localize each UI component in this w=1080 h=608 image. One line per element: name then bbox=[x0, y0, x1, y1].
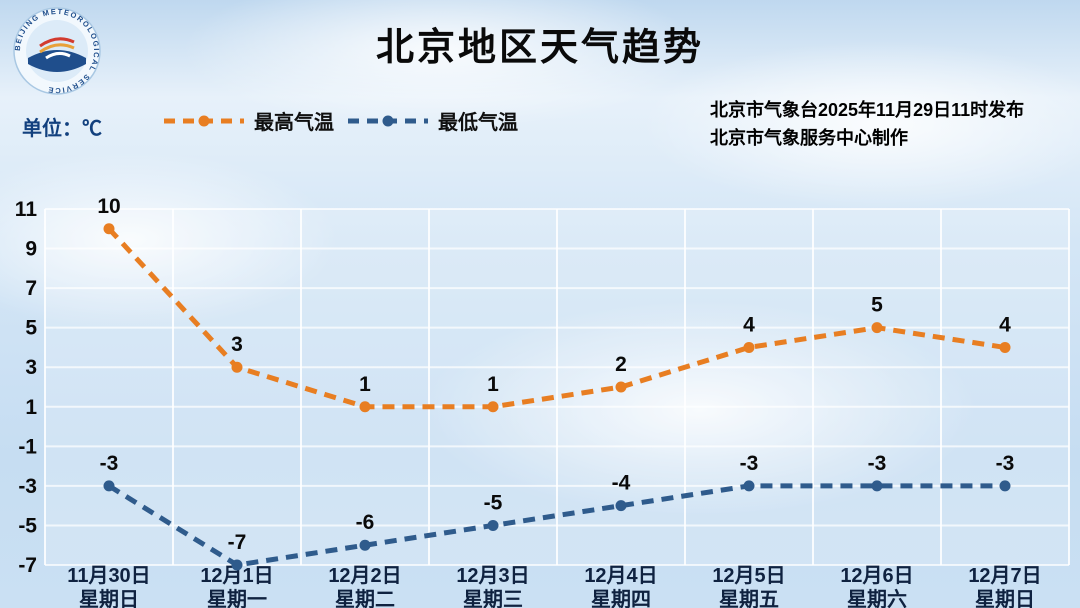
x-axis-date-label: 12月1日 bbox=[200, 565, 273, 587]
unit-label: 单位：℃ bbox=[22, 118, 102, 140]
data-point bbox=[999, 480, 1011, 492]
data-point bbox=[743, 480, 755, 492]
x-axis-weekday-label: 星期日 bbox=[975, 588, 1035, 608]
x-axis-weekday-label: 星期三 bbox=[463, 588, 523, 608]
data-point-label: -5 bbox=[484, 491, 503, 514]
x-axis-weekday-label: 星期二 bbox=[335, 588, 395, 608]
x-axis-date-label: 12月3日 bbox=[456, 565, 529, 587]
logo-arc-red bbox=[39, 37, 75, 48]
y-axis-tick-label: 5 bbox=[25, 317, 37, 340]
y-axis-tick-label: 3 bbox=[25, 356, 37, 379]
x-axis-date-label: 12月5日 bbox=[712, 565, 785, 587]
x-axis-date-label: 12月6日 bbox=[840, 565, 913, 587]
page-title: 北京地区天气趋势 bbox=[375, 27, 704, 69]
y-axis-tick-label: -7 bbox=[18, 554, 37, 577]
x-axis-date-label: 12月7日 bbox=[968, 565, 1041, 587]
x-axis-date-label: 12月2日 bbox=[328, 565, 401, 587]
y-axis-tick-label: -1 bbox=[18, 435, 37, 458]
logo-wave bbox=[28, 50, 86, 72]
publisher-info: 北京市气象台2025年11月29日11时发布 北京市气象服务中心制作 bbox=[710, 96, 1024, 152]
legend-label-max-temp: 最高气温 bbox=[254, 112, 334, 134]
x-axis-weekday-label: 星期一 bbox=[207, 588, 267, 608]
y-axis-tick-label: 7 bbox=[25, 277, 37, 300]
data-point-label: 10 bbox=[97, 195, 120, 218]
data-point bbox=[871, 322, 883, 334]
data-point-label: 1 bbox=[487, 373, 499, 396]
data-point bbox=[359, 539, 371, 551]
chart-legend: 最高气温 最低气温 bbox=[162, 106, 518, 135]
y-axis-tick-label: 9 bbox=[25, 238, 37, 261]
data-point bbox=[231, 361, 243, 373]
publisher-line-1: 北京市气象台2025年11月29日11时发布 bbox=[710, 100, 1025, 120]
data-point bbox=[871, 480, 883, 492]
data-point bbox=[615, 500, 627, 512]
data-point-label: -6 bbox=[356, 511, 375, 534]
data-point-label: -3 bbox=[740, 452, 759, 475]
data-point bbox=[743, 341, 755, 353]
legend-line-min-icon bbox=[348, 115, 428, 126]
x-axis-weekday-label: 星期五 bbox=[719, 588, 779, 608]
data-point bbox=[231, 559, 243, 571]
x-axis-date-label: 12月4日 bbox=[584, 565, 657, 587]
y-axis-tick-label: -3 bbox=[18, 475, 37, 498]
data-point-label: -3 bbox=[100, 452, 119, 475]
data-point bbox=[615, 381, 627, 393]
data-point-label: 2 bbox=[615, 353, 627, 376]
data-point-label: 5 bbox=[871, 294, 883, 317]
logo-arc-yellow bbox=[39, 43, 75, 54]
data-point bbox=[103, 480, 115, 492]
y-axis-tick-label: 1 bbox=[25, 396, 37, 419]
y-axis-tick-label: -5 bbox=[18, 514, 37, 537]
series-line bbox=[107, 227, 1006, 410]
data-point-label: 1 bbox=[359, 373, 371, 396]
data-point-label: -3 bbox=[868, 452, 887, 475]
x-axis-weekday-label: 星期六 bbox=[847, 588, 907, 608]
data-point-label: -3 bbox=[996, 452, 1015, 475]
data-point bbox=[487, 519, 499, 531]
publisher-line-2: 北京市气象服务中心制作 bbox=[710, 128, 908, 148]
data-point bbox=[103, 223, 115, 235]
y-axis-tick-label: 11 bbox=[15, 198, 38, 221]
legend-label-min-temp: 最低气温 bbox=[438, 112, 518, 134]
legend-item-min-temp: 最低气温 bbox=[346, 106, 518, 135]
data-point bbox=[999, 341, 1011, 353]
logo-bird bbox=[45, 51, 71, 60]
beijing-meteorological-service-logo: BEIJING METEOROLOGICAL SERVICE bbox=[13, 7, 101, 95]
data-point bbox=[487, 401, 499, 413]
data-point-label: 3 bbox=[231, 333, 243, 356]
data-point bbox=[359, 401, 371, 413]
legend-item-max-temp: 最高气温 bbox=[162, 106, 334, 135]
data-point-label: -7 bbox=[228, 531, 247, 554]
data-point-label: -4 bbox=[612, 472, 631, 495]
data-point-label: 4 bbox=[743, 313, 755, 336]
x-axis-weekday-label: 星期日 bbox=[79, 588, 139, 608]
x-axis-date-label: 11月30日 bbox=[67, 565, 150, 587]
legend-line-max-icon bbox=[164, 115, 244, 126]
x-axis-weekday-label: 星期四 bbox=[591, 588, 651, 608]
data-point-label: 4 bbox=[999, 313, 1011, 336]
